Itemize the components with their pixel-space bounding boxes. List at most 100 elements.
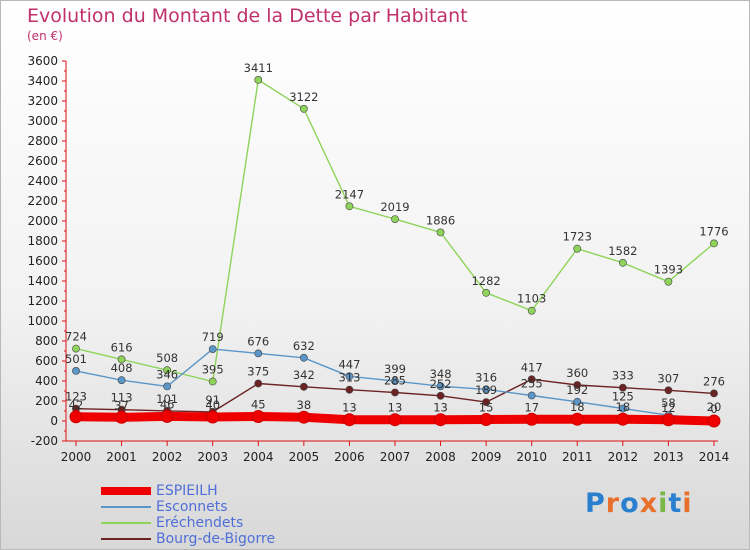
data-point (342, 413, 356, 427)
data-label: 1582 (608, 244, 637, 258)
data-point (345, 385, 354, 394)
data-label: 125 (612, 390, 634, 404)
series-line-2 (75, 79, 715, 383)
data-point (163, 366, 172, 375)
data-point (710, 239, 718, 248)
y-tick-label: 1600 (27, 254, 58, 268)
y-tick-label: 1200 (27, 294, 58, 308)
data-label: 501 (65, 352, 87, 366)
data-point (299, 353, 308, 362)
series-layer: 42 37 46 40 45 38 13 13 13 15 17 18 18 12 0 501 408 346 71… (65, 61, 729, 428)
y-tick-label: 3200 (27, 94, 58, 108)
data-point (299, 382, 308, 391)
data-label: 1393 (654, 263, 683, 277)
data-label: 616 (111, 340, 133, 354)
data-point (345, 372, 354, 381)
y-tick-label: 2800 (27, 134, 58, 148)
legend-label: Eréchendets (156, 515, 244, 531)
data-label: 255 (521, 377, 543, 391)
data-label: 3411 (244, 61, 273, 75)
x-tick-label: 2008 (425, 450, 456, 464)
legend-label: ESPIEILH (156, 483, 218, 499)
data-point (345, 202, 354, 211)
x-tick-label: 2011 (562, 450, 593, 464)
y-tick-label: 1400 (27, 274, 58, 288)
data-point (72, 366, 80, 375)
data-label: 2147 (335, 187, 364, 201)
y-tick-label: 3400 (27, 74, 58, 88)
data-point (299, 104, 308, 113)
data-point (664, 277, 673, 286)
x-tick-label: 2004 (243, 450, 274, 464)
x-tick-label: 2003 (197, 450, 228, 464)
data-label: 676 (247, 334, 269, 348)
y-tick-label: 800 (35, 334, 58, 348)
data-point (618, 383, 627, 392)
data-point (391, 377, 399, 385)
data-point (115, 410, 129, 424)
x-tick-label: 2010 (516, 450, 547, 464)
data-point (297, 410, 311, 424)
data-point (254, 379, 263, 388)
data-point (436, 228, 445, 237)
data-label: 307 (657, 371, 679, 385)
data-label: 313 (338, 371, 360, 385)
legend-swatch (101, 522, 151, 524)
data-label: 13 (342, 401, 357, 415)
data-point (573, 244, 582, 253)
data-label: 101 (156, 392, 178, 406)
y-tick-label: 1800 (27, 234, 58, 248)
data-label: 375 (247, 365, 269, 379)
data-label: 333 (612, 369, 634, 383)
data-point (527, 375, 536, 384)
data-label: 17 (524, 400, 539, 414)
data-point (434, 413, 448, 427)
data-point (206, 410, 220, 424)
data-label: 508 (156, 351, 178, 365)
data-point (72, 344, 80, 353)
x-tick-label: 2014 (699, 450, 730, 464)
data-label: 276 (703, 374, 725, 388)
data-label: 18 (570, 400, 585, 414)
data-point (117, 376, 126, 385)
data-label: 20 (707, 400, 722, 414)
data-label: 37 (114, 398, 129, 412)
data-label: 1886 (426, 213, 455, 227)
data-label: 3122 (289, 90, 318, 104)
data-point (661, 413, 675, 427)
data-label: 12 (661, 401, 676, 415)
data-label: 1282 (471, 274, 500, 288)
data-label: 123 (65, 390, 87, 404)
x-tick-label: 2012 (608, 450, 639, 464)
data-label: 395 (202, 363, 224, 377)
data-point (391, 215, 399, 223)
data-label: 42 (69, 398, 84, 412)
data-point (707, 414, 721, 428)
data-point (436, 382, 445, 391)
y-tick-label: 2600 (27, 154, 58, 168)
proxiti-logo: Proxiti (585, 488, 693, 519)
data-point (616, 412, 630, 426)
data-point (388, 413, 402, 427)
data-label: 1723 (563, 230, 592, 244)
data-point (251, 410, 265, 423)
y-tick-label: 3000 (27, 114, 58, 128)
data-label: 719 (202, 330, 224, 344)
legend-swatch (101, 487, 151, 495)
data-point (570, 412, 584, 426)
x-tick-label: 2007 (380, 450, 411, 464)
data-point (479, 413, 493, 426)
y-tick-label: 0 (50, 414, 58, 428)
data-point (117, 355, 126, 364)
data-point (391, 388, 399, 397)
data-label: 342 (293, 368, 315, 382)
data-point (573, 381, 582, 389)
y-tick-label: 2000 (27, 214, 58, 228)
x-tick-label: 2000 (61, 450, 92, 464)
x-tick-label: 2013 (653, 450, 684, 464)
data-point (527, 391, 536, 400)
data-point (208, 345, 217, 353)
data-point (482, 385, 491, 394)
y-tick-label: 400 (35, 374, 58, 388)
